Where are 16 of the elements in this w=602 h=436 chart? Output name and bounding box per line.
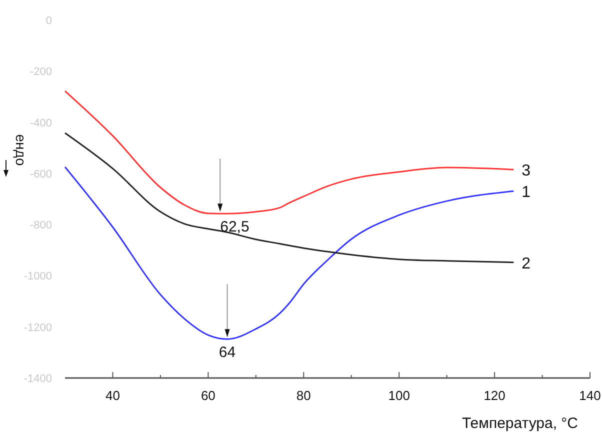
x-tick-label: 60	[200, 388, 216, 403]
line-series	[64, 90, 514, 214]
line-series	[64, 132, 514, 264]
series-label: 2	[522, 255, 531, 272]
x-axis-title: Температура, °C	[462, 415, 578, 432]
x-tick-label: 140	[579, 388, 601, 403]
series-label: 1	[522, 184, 531, 202]
annotation: 64	[218, 344, 236, 362]
x-tick-label: 120	[484, 388, 506, 403]
x-tick-label: 40	[105, 388, 120, 403]
x-tick-label: 100	[388, 388, 410, 403]
series-label: 3	[522, 162, 531, 180]
y-axis-title: ендо	[13, 134, 29, 166]
annotation: 62,5	[220, 218, 250, 236]
x-tick-label: 80	[296, 388, 311, 403]
line-series	[64, 166, 514, 340]
